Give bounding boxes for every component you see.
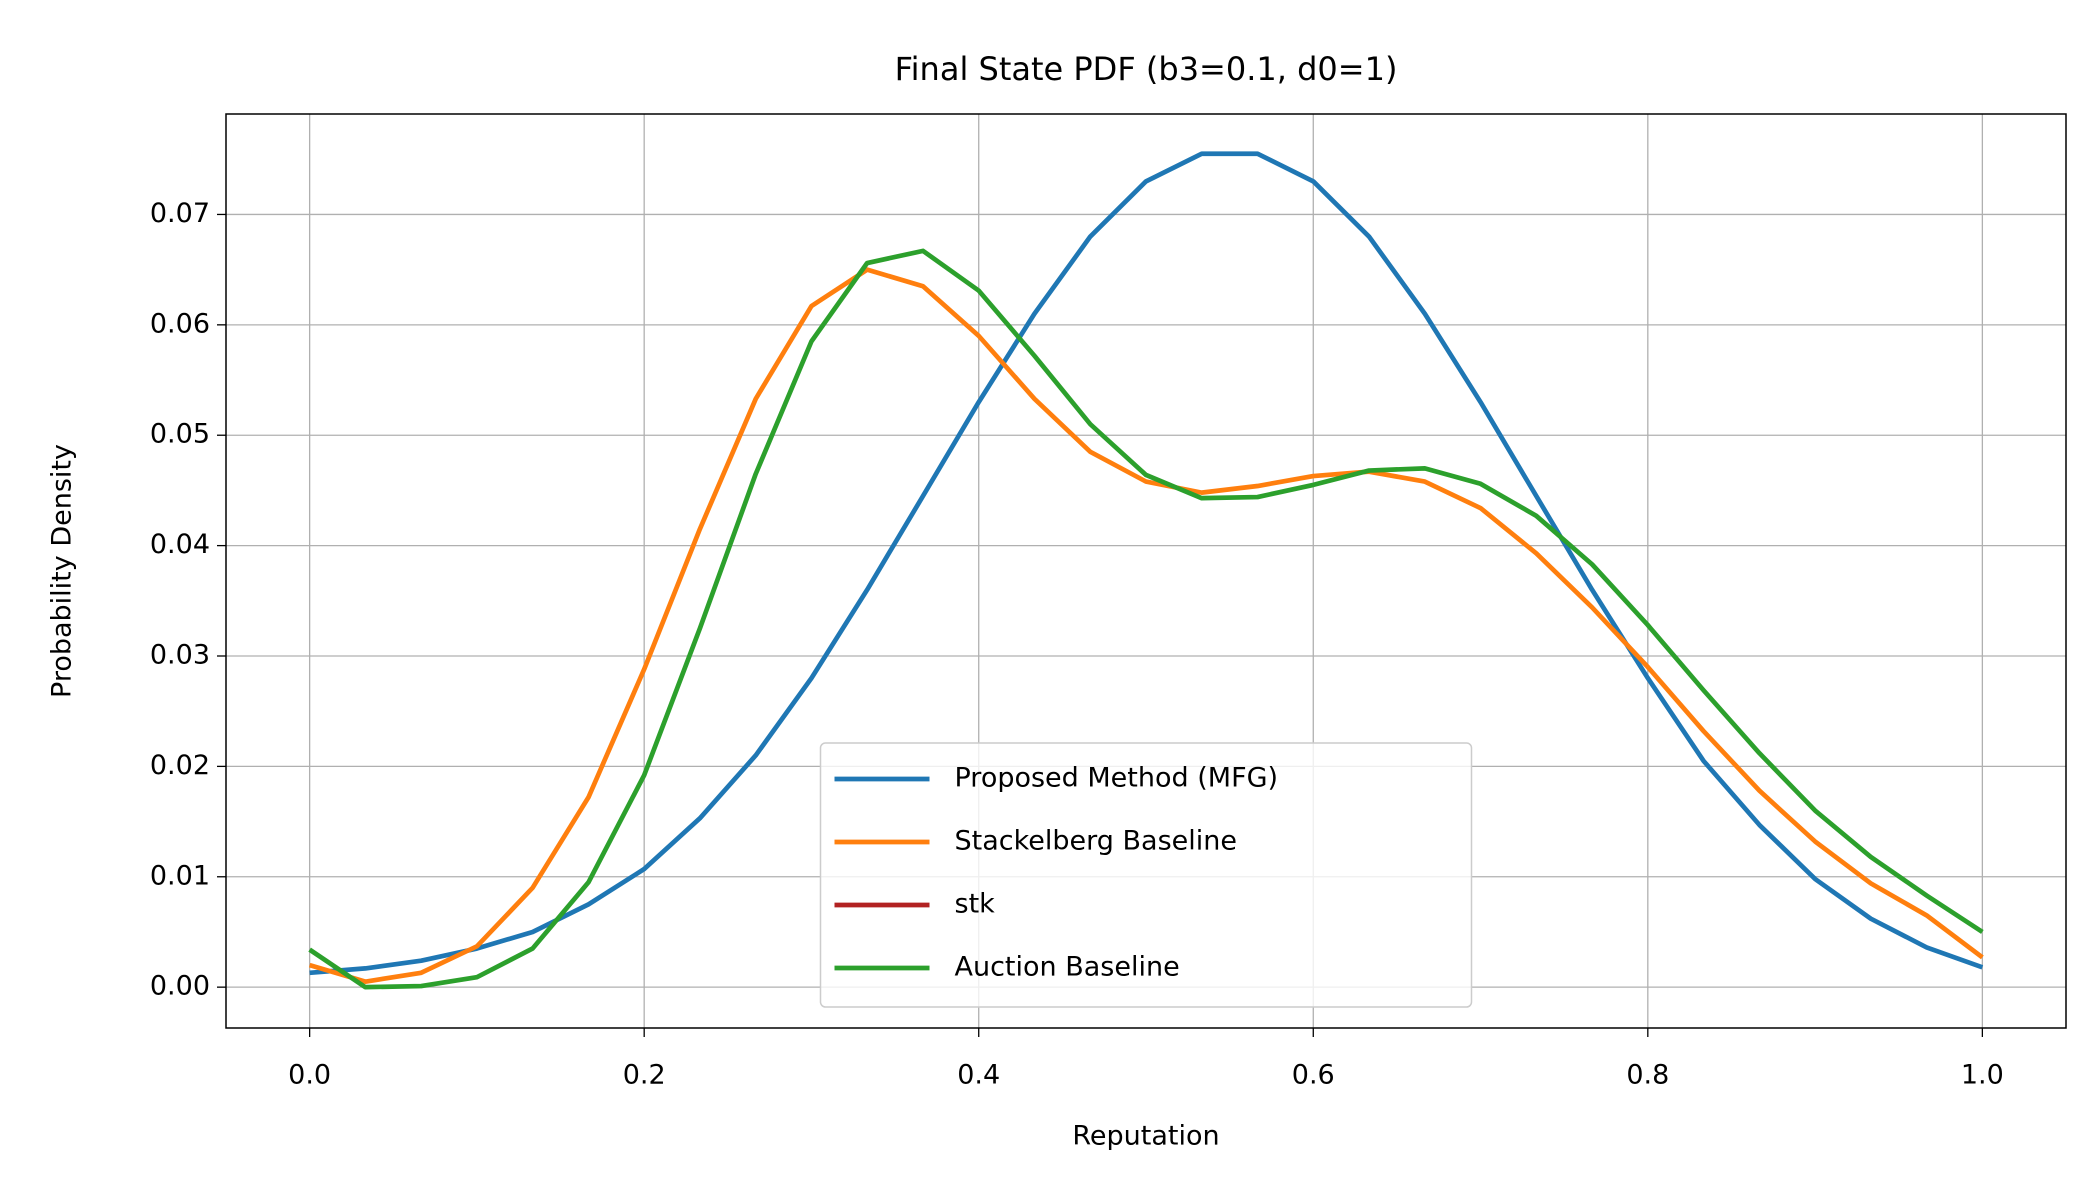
y-tick-label: 0.04	[150, 529, 210, 560]
series-line	[308, 267, 1984, 984]
series-line	[309, 151, 1984, 976]
y-axis-label: Probability Density	[47, 444, 78, 698]
y-tick-label: 0.06	[150, 308, 210, 339]
y-tick-label: 0.05	[150, 419, 210, 450]
x-tick-label: 0.4	[957, 1060, 1000, 1091]
x-tick-label: 0.2	[623, 1060, 666, 1091]
x-axis-label: Reputation	[1072, 1121, 1219, 1152]
series-line	[308, 248, 1984, 990]
x-tick-label: 0.0	[288, 1060, 331, 1091]
legend-label: Auction Baseline	[955, 952, 1180, 983]
y-tick-label: 0.07	[150, 198, 210, 229]
plot-frame	[225, 113, 2067, 1029]
x-tick-label: 1.0	[1961, 1060, 2004, 1091]
y-tick-label: 0.00	[150, 971, 210, 1002]
legend-box	[819, 742, 1473, 1008]
y-tick-label: 0.03	[150, 639, 210, 670]
y-tick-label: 0.02	[150, 750, 210, 781]
x-tick-label: 0.6	[1292, 1060, 1335, 1091]
legend-label: stk	[955, 889, 996, 920]
y-tick-label: 0.01	[150, 860, 210, 891]
legend-label: Stackelberg Baseline	[955, 826, 1237, 857]
x-tick-label: 0.8	[1626, 1060, 1669, 1091]
chart-title: Final State PDF (b3=0.1, d0=1)	[895, 50, 1398, 88]
legend-label: Proposed Method (MFG)	[955, 763, 1279, 794]
